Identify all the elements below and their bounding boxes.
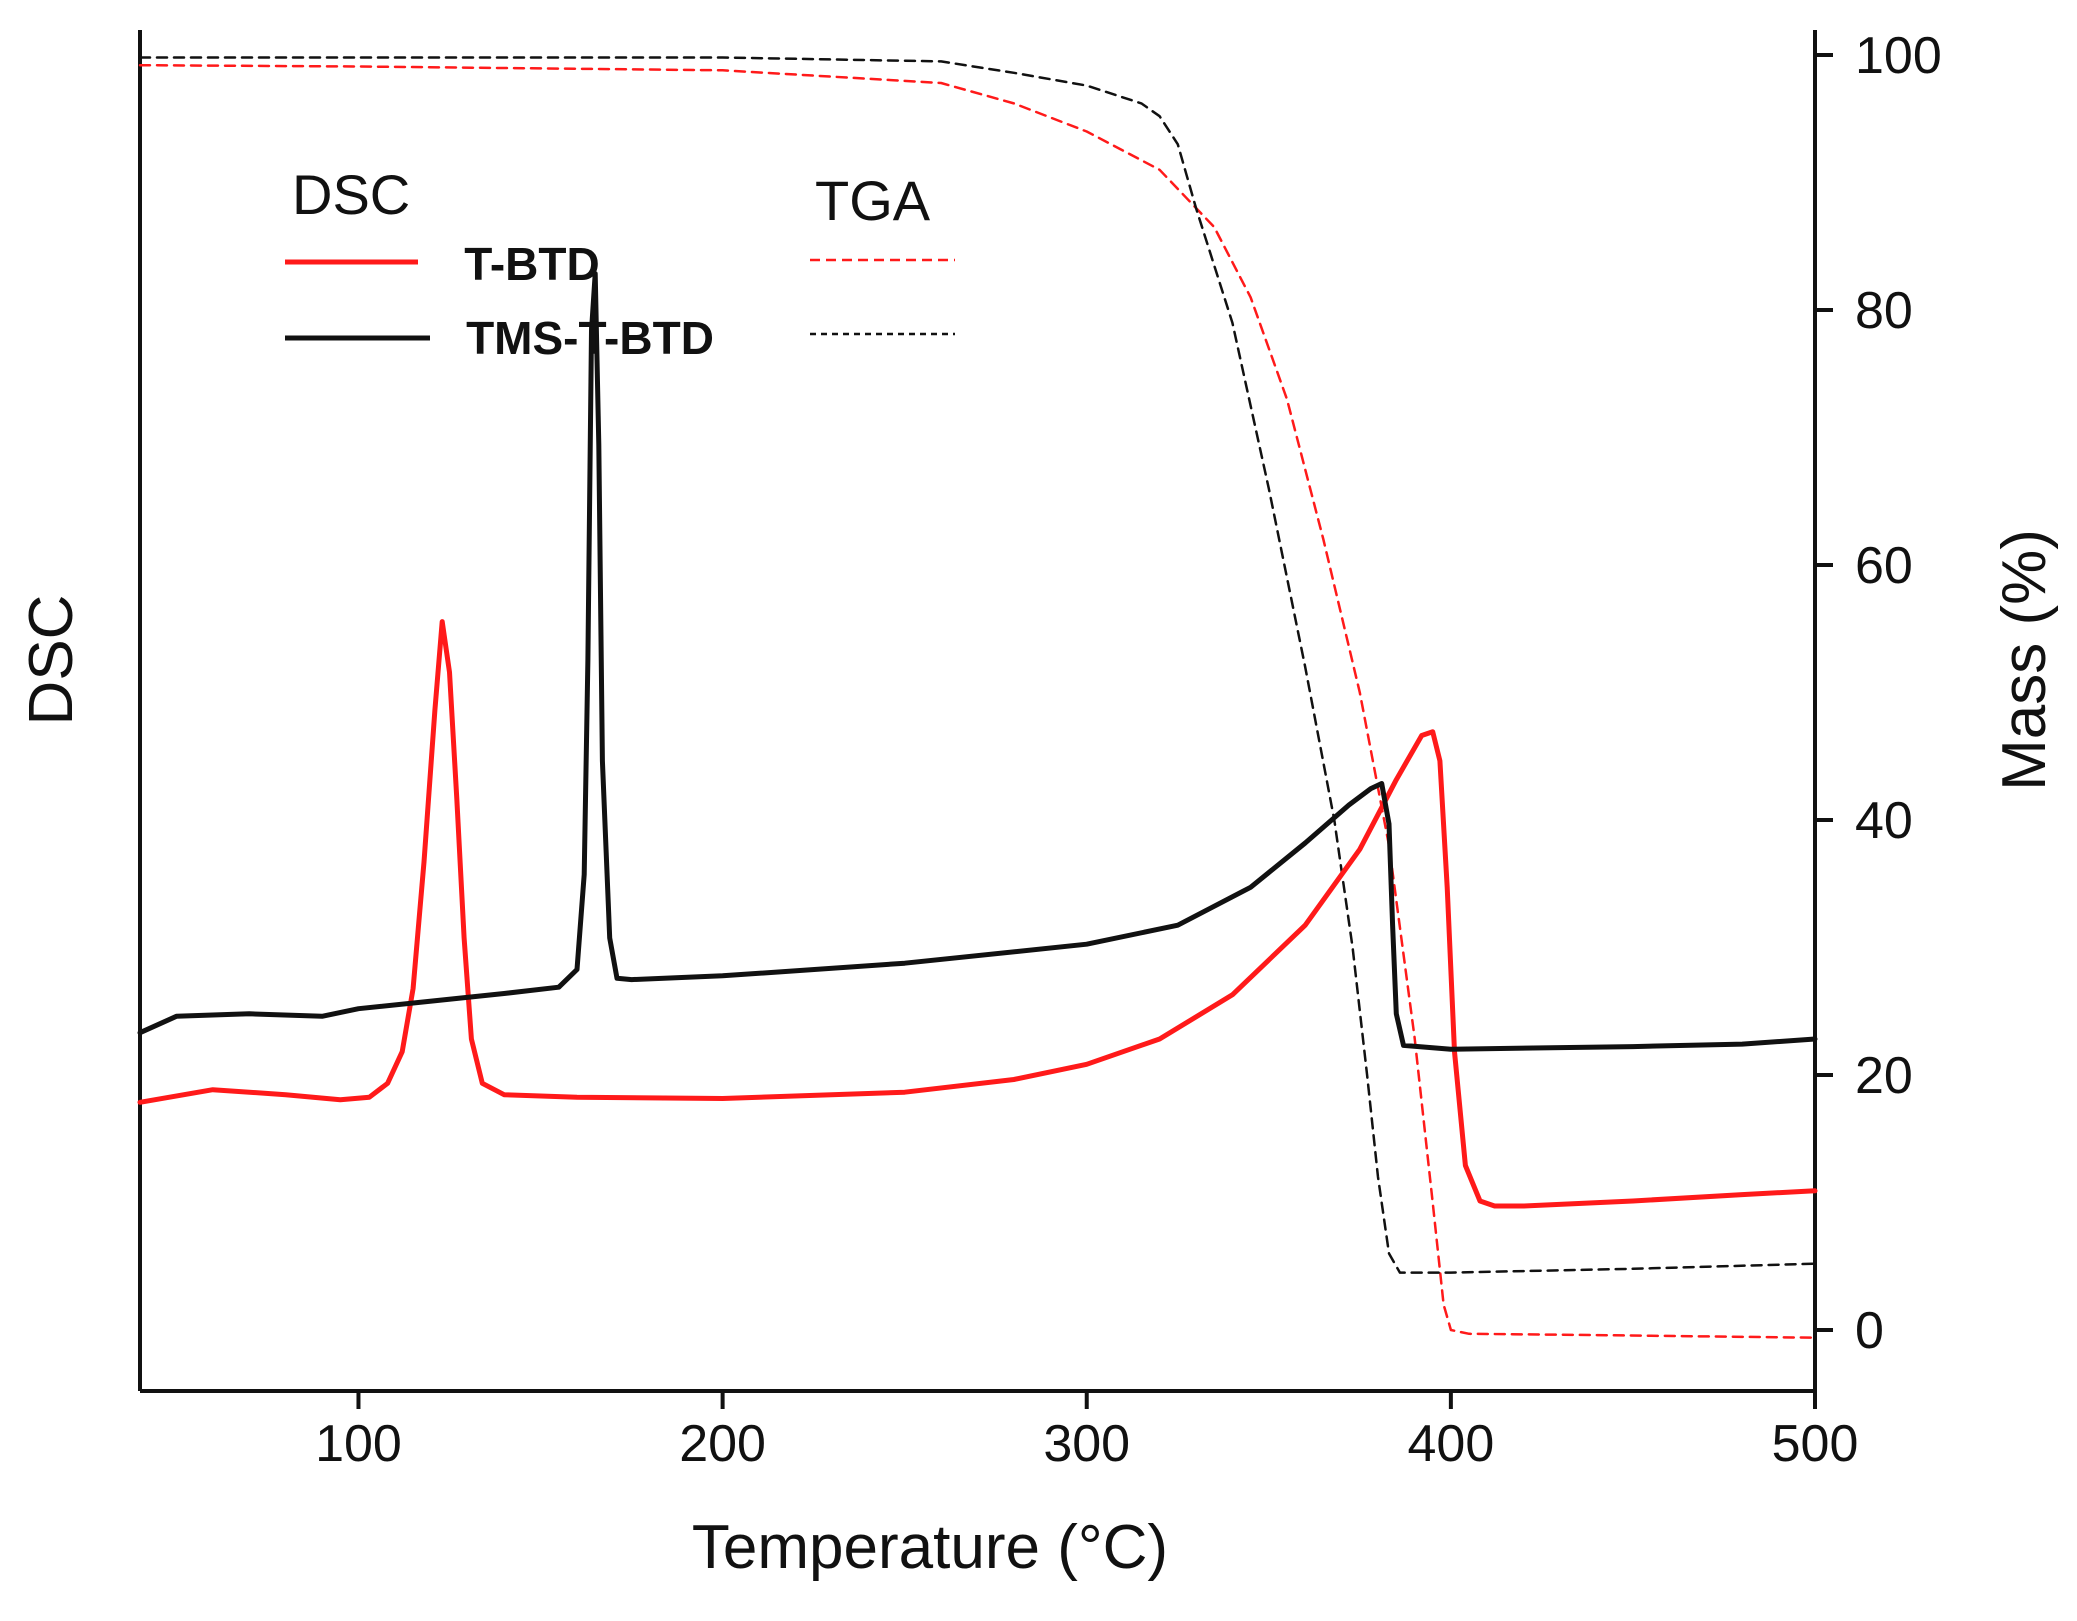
- y-right-tick-label: 20: [1855, 1047, 1913, 1105]
- y-right-tick-label: 60: [1855, 537, 1913, 595]
- dsc-tms-t-btd-line: [137, 271, 1818, 1052]
- y-right-tick-label: 0: [1855, 1302, 1884, 1360]
- x-tick-label: 100: [315, 1415, 402, 1473]
- y-right-tick-label: 40: [1855, 792, 1913, 850]
- right-axis-title: Mass (%): [1990, 529, 2059, 791]
- x-tick-label: 300: [1043, 1415, 1130, 1473]
- x-tick-label: 200: [679, 1415, 766, 1473]
- x-tick-label: 500: [1772, 1415, 1859, 1473]
- x-ticks-group: 100 200 300 400 500: [315, 1391, 1858, 1473]
- tga-tms-t-btd-line: [138, 56, 1817, 1274]
- series-layer: [137, 56, 1818, 1339]
- y-right-tick-label: 80: [1855, 282, 1913, 340]
- legend-tms-t-btd-label: TMS-T-BTD: [466, 312, 714, 364]
- dsc-t-btd-line: [137, 619, 1818, 1209]
- legend-dsc-header: DSC: [292, 163, 410, 226]
- y-right-ticks-group: 0 20 40 60 80 100: [1815, 27, 1942, 1360]
- legend-tga-header: TGA: [815, 169, 931, 232]
- x-tick-label: 400: [1407, 1415, 1494, 1473]
- axes-group: [138, 30, 1817, 1393]
- left-axis-title: DSC: [17, 595, 86, 726]
- legend-t-btd-label: T-BTD: [464, 238, 599, 290]
- legend: DSC TGA T-BTD TMS-T-BTD: [285, 163, 955, 364]
- x-axis-title: Temperature (°C): [692, 1513, 1168, 1582]
- tga-t-btd-line: [138, 63, 1817, 1339]
- y-right-tick-label: 100: [1855, 27, 1942, 85]
